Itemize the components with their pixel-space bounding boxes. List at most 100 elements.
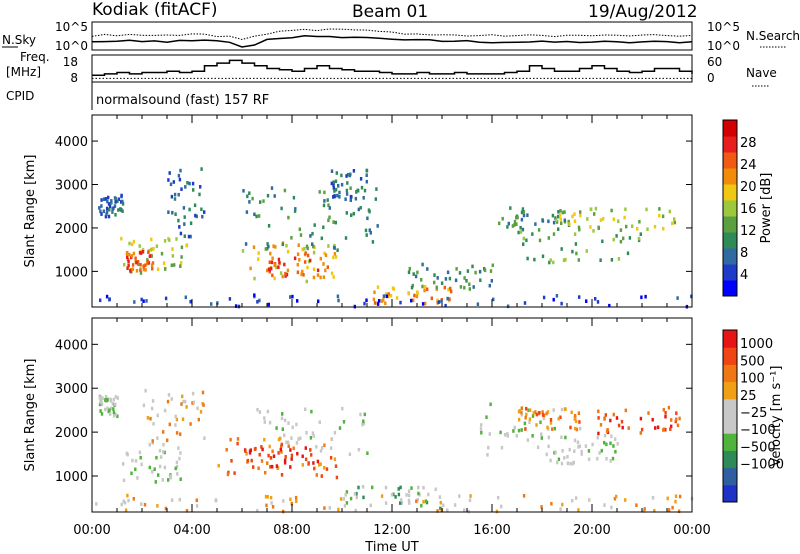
velocity-cell	[597, 431, 600, 436]
velocity-cell	[515, 434, 518, 438]
velocity-cell	[158, 448, 162, 453]
power-cell	[297, 243, 300, 247]
velocity-cell	[233, 471, 236, 475]
power-cell	[264, 247, 267, 251]
power-cell	[273, 276, 276, 281]
power-cell	[178, 177, 182, 182]
power-cell	[519, 230, 523, 234]
power-cell	[437, 300, 441, 304]
velocity-cell	[267, 453, 270, 458]
velocity-cell	[335, 475, 339, 480]
velocity-cell	[162, 450, 165, 454]
power-cell	[201, 214, 204, 219]
nave-right-label: Nave	[746, 66, 777, 80]
velocity-cell	[271, 449, 274, 454]
velocity-cell	[265, 503, 268, 508]
velocity-cell	[362, 495, 365, 500]
velocity-cell	[363, 412, 366, 417]
power-cell	[105, 212, 108, 216]
power-cell	[376, 224, 379, 228]
velocity-cell	[281, 412, 284, 416]
velocity-cell	[99, 400, 102, 404]
velocity-cell	[142, 403, 146, 408]
power-cell	[323, 190, 326, 195]
velocity-cell	[400, 498, 403, 502]
power-cell	[188, 181, 191, 186]
velocity-cell	[189, 422, 192, 426]
power-cell	[248, 200, 251, 204]
power-cell	[491, 263, 494, 268]
velocity-cell	[497, 495, 500, 500]
velocity-cell	[553, 426, 557, 431]
velocity-cell	[217, 463, 220, 468]
power-cell	[151, 266, 154, 271]
power-ytick-label: 1000	[55, 265, 88, 280]
power-cell	[468, 287, 471, 291]
velocity-cell	[547, 435, 550, 440]
velocity-cell	[191, 391, 195, 396]
power-cell	[564, 257, 567, 262]
power-cell	[172, 180, 175, 184]
velocity-cell	[167, 393, 171, 397]
velocity-cell	[545, 411, 548, 416]
power-cell	[440, 281, 444, 285]
power-cell	[468, 282, 471, 287]
power-cell	[306, 253, 310, 258]
velocity-cell	[131, 458, 134, 463]
velocity-cell	[400, 501, 404, 505]
power-cell	[483, 268, 487, 273]
velocity-cell	[603, 416, 606, 421]
velocity-cell	[192, 400, 196, 405]
power-cell	[586, 217, 589, 221]
velocity-colorbar-swatch	[723, 433, 737, 451]
velocity-cell	[156, 413, 159, 418]
power-cell	[333, 252, 337, 256]
power-cell	[332, 180, 335, 184]
power-cell	[382, 298, 385, 302]
power-cell	[490, 279, 493, 283]
velocity-cell	[535, 412, 538, 417]
power-cell	[435, 285, 438, 290]
power-cell	[277, 265, 280, 269]
velocity-colorbar-tick: 25	[740, 389, 757, 404]
velocity-cell	[268, 420, 272, 425]
power-cell	[554, 216, 557, 220]
power-cell	[322, 262, 325, 266]
noise-left-label: N.Sky	[2, 33, 36, 47]
power-colorbar-swatch	[723, 136, 737, 153]
velocity-cell	[617, 423, 621, 428]
power-cell	[349, 194, 353, 199]
power-cell	[560, 247, 563, 251]
velocity-cell	[343, 504, 347, 508]
power-cell	[144, 263, 147, 268]
power-cell	[104, 214, 108, 219]
velocity-cell	[167, 478, 170, 482]
power-cell	[167, 210, 170, 214]
power-cell	[436, 301, 439, 305]
power-cell	[340, 182, 344, 187]
velocity-cell	[263, 420, 266, 424]
velocity-cell	[667, 508, 671, 512]
velocity-cell	[179, 477, 182, 481]
power-cell	[433, 273, 436, 277]
power-cell	[340, 173, 343, 178]
velocity-cell	[407, 489, 411, 493]
power-cell	[170, 263, 173, 268]
velocity-cell	[415, 499, 418, 504]
velocity-cell	[275, 464, 279, 468]
velocity-cell	[275, 426, 278, 430]
freq-right-tick-low: 0	[707, 71, 715, 85]
power-cell	[526, 213, 529, 217]
velocity-cell	[122, 462, 125, 466]
velocity-cell	[345, 490, 349, 494]
velocity-cell	[573, 438, 577, 443]
power-cell	[107, 195, 110, 200]
xtick-label: 04:00	[173, 523, 210, 538]
velocity-cell	[226, 472, 230, 477]
power-cell	[344, 236, 348, 240]
power-cell	[594, 297, 597, 301]
power-cell	[330, 169, 334, 173]
velocity-colorbar-tick: −100	[740, 423, 776, 438]
velocity-ytick-label: 4000	[55, 338, 88, 353]
power-cell	[320, 236, 323, 241]
